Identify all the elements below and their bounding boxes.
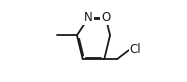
Text: Cl: Cl <box>130 43 141 56</box>
Text: O: O <box>101 11 110 24</box>
Text: N: N <box>84 11 93 24</box>
